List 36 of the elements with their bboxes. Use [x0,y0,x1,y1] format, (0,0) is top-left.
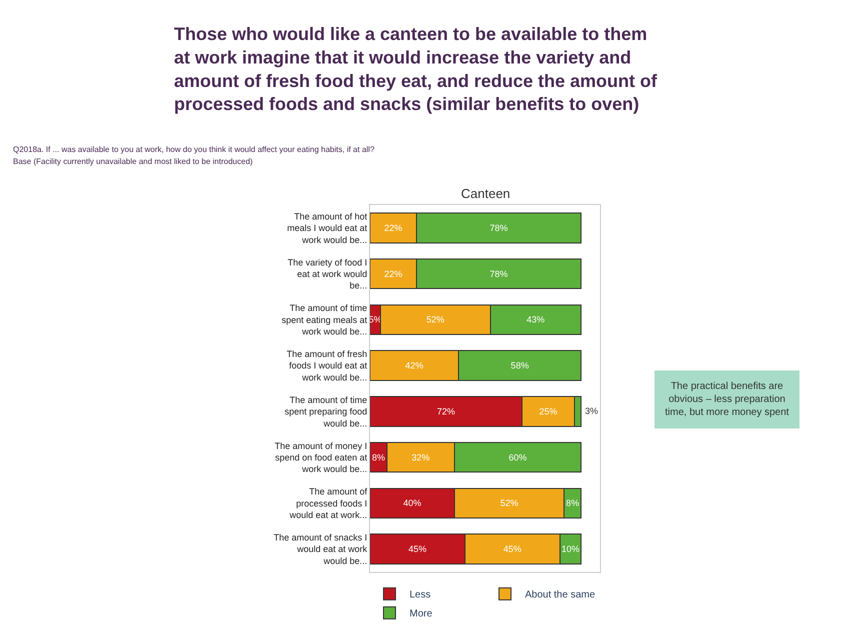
chart-subtitle: Canteen [461,186,510,201]
data-label: 40% [403,498,422,508]
data-label: 22% [384,268,402,279]
data-label: 52% [426,314,444,325]
text: The practical benefits are obvious – less preparation time, but more money spent [665,381,790,418]
data-label: 43% [526,314,545,325]
chart-title: Those who would like a canteen to be available to them at work imagine that it would increase the variety and amount of fresh food they eat, and reduce the amount of processed foods and snacks (similar benefits to oven) [174,24,658,114]
data-label: 22% [384,222,402,233]
data-label: 78% [490,268,508,279]
data-label: 8% [372,452,385,462]
data-label: 60% [508,452,527,462]
legend-label: Less [410,590,431,601]
y-tick-label: The amount of processed foods I would eat at work... [288,486,368,520]
data-label: 52% [500,498,518,508]
y-tick-label: The amount of time spent eating meals at work would be... [282,303,368,337]
data-label: 78% [490,222,508,233]
y-tick-label: The amount of snacks I would eat at work would be... [274,532,368,566]
y-tick-label: The amount of fresh foods I would eat at work would be... [286,349,368,382]
legend-label: More [410,608,433,620]
data-label: 25% [539,406,558,416]
data-label: 10% [561,544,580,554]
data-label: 45% [408,544,426,554]
data-label: 32% [412,452,430,462]
data-label: 3% [585,406,598,416]
y-tick-label: The variety of food I eat at work would be... [288,257,368,291]
y-tick-label: The amount of hot meals I would eat at work would be... [287,211,368,245]
text: Q2018a. If ... was available to you at work, how do you think it would affect your eating habits, if at all? [13,145,375,154]
data-label: 72% [436,406,455,416]
data-label: 58% [510,360,529,371]
legend-label: About the same [524,590,596,601]
data-label: 42% [405,360,424,371]
data-label: 45% [503,544,522,554]
y-tick-label: The amount of time spent preparing food would be... [284,394,368,428]
text: Base (Facility currently unavailable and most liked to be introduced) [13,157,254,166]
data-label: 8% [566,498,580,508]
y-tick-label: The amount of money I spend on food eaten at work would be... [274,440,368,474]
